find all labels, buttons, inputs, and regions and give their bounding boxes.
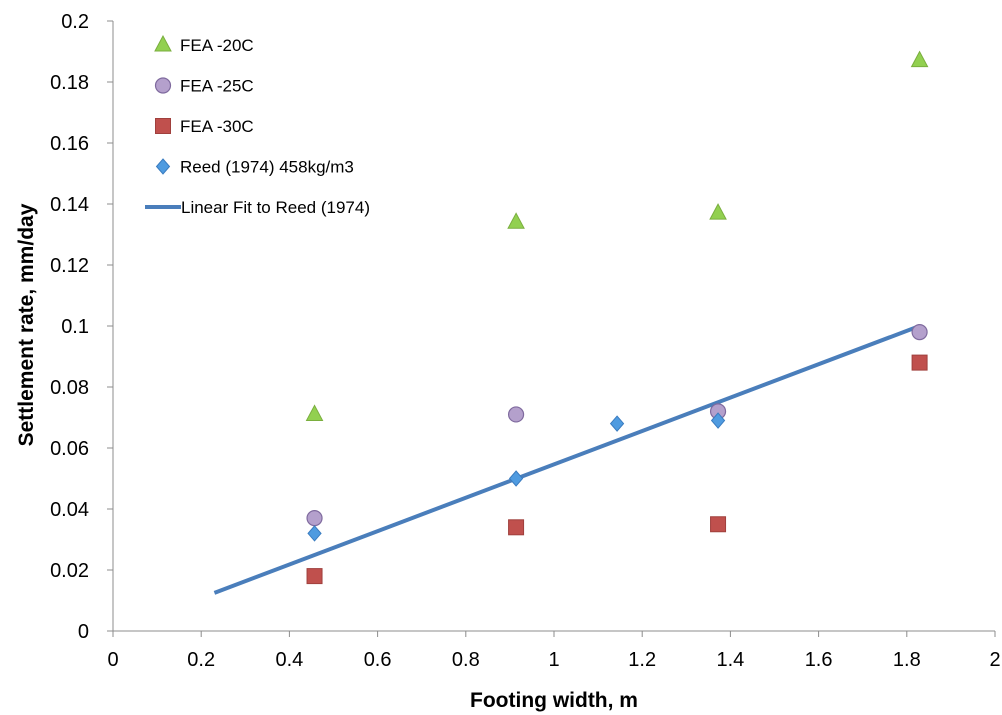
legend-label: FEA -25C	[180, 77, 254, 96]
square-data-point	[710, 516, 727, 533]
x-tick-label: 0.6	[364, 649, 392, 671]
circle-data-point	[306, 510, 323, 527]
x-tick-label: 0.8	[452, 649, 480, 671]
legend-label: Reed (1974) 458kg/m3	[180, 158, 354, 177]
triangle-data-point	[709, 203, 727, 220]
x-tick-label: 1	[548, 649, 559, 671]
legend-triangle-swatch	[154, 34, 172, 52]
x-tick-label: 0.2	[187, 649, 215, 671]
y-tick-label: 0.06	[50, 438, 89, 460]
legend-diamond-swatch	[155, 158, 171, 175]
circle-data-point	[507, 406, 525, 423]
linear-fit-line	[213, 324, 921, 595]
x-tick-label: 1.6	[805, 649, 833, 671]
square-data-point	[508, 519, 525, 536]
x-tick-label: 0.4	[275, 649, 303, 671]
y-tick-labels: 0 0.02 0.04 0.06 0.08 0.1 0.12 0.14 0.16 0.18 0.2	[50, 11, 89, 643]
x-tick-label: 1.2	[628, 649, 656, 671]
y-tick-label: 0.1	[61, 316, 89, 338]
legend: FEA -20C FEA -25C FEA -30C Reed (1974) 458k…	[145, 34, 370, 217]
legend-label: FEA -30C	[180, 117, 254, 136]
y-tick-label: 0.08	[50, 377, 89, 399]
y-tick-label: 0.04	[50, 499, 89, 521]
diamond-data-point	[609, 415, 625, 432]
y-tick-label: 0	[78, 621, 89, 643]
axes	[107, 20, 996, 637]
x-tick-label: 1.4	[716, 649, 744, 671]
y-tick-label: 0.02	[50, 560, 89, 582]
square-data-point	[911, 354, 928, 371]
y-tick-label: 0.16	[50, 133, 89, 155]
x-tick-labels: 0 0.2 0.4 0.6 0.8 1 1.2 1.4 1.6 1.8 2	[107, 649, 1000, 671]
diamond-data-point	[307, 525, 322, 542]
triangle-data-point	[910, 50, 929, 68]
y-tick-label: 0.14	[50, 194, 89, 216]
square-data-point	[306, 568, 323, 585]
y-axis-title: Settlement rate, mm/day	[15, 203, 38, 446]
circle-data-point	[911, 324, 928, 341]
legend-label: Linear Fit to Reed (1974)	[181, 198, 370, 217]
x-tick-label: 1.8	[893, 649, 921, 671]
x-tick-label: 0	[107, 649, 118, 671]
x-tick-label: 2	[989, 649, 1000, 671]
y-tick-label: 0.12	[50, 255, 89, 277]
diamond-data-point	[710, 412, 726, 429]
x-axis-title: Footing width, m	[470, 689, 638, 712]
legend-square-swatch	[155, 118, 171, 134]
triangle-data-point	[305, 404, 324, 421]
y-tick-label: 0.18	[50, 72, 89, 94]
diamond-data-point	[508, 470, 524, 487]
legend-circle-swatch	[154, 77, 172, 94]
plot-area	[213, 50, 929, 595]
y-tick-label: 0.2	[61, 11, 89, 33]
legend-label: FEA -20C	[180, 36, 254, 55]
triangle-data-point	[507, 212, 525, 229]
